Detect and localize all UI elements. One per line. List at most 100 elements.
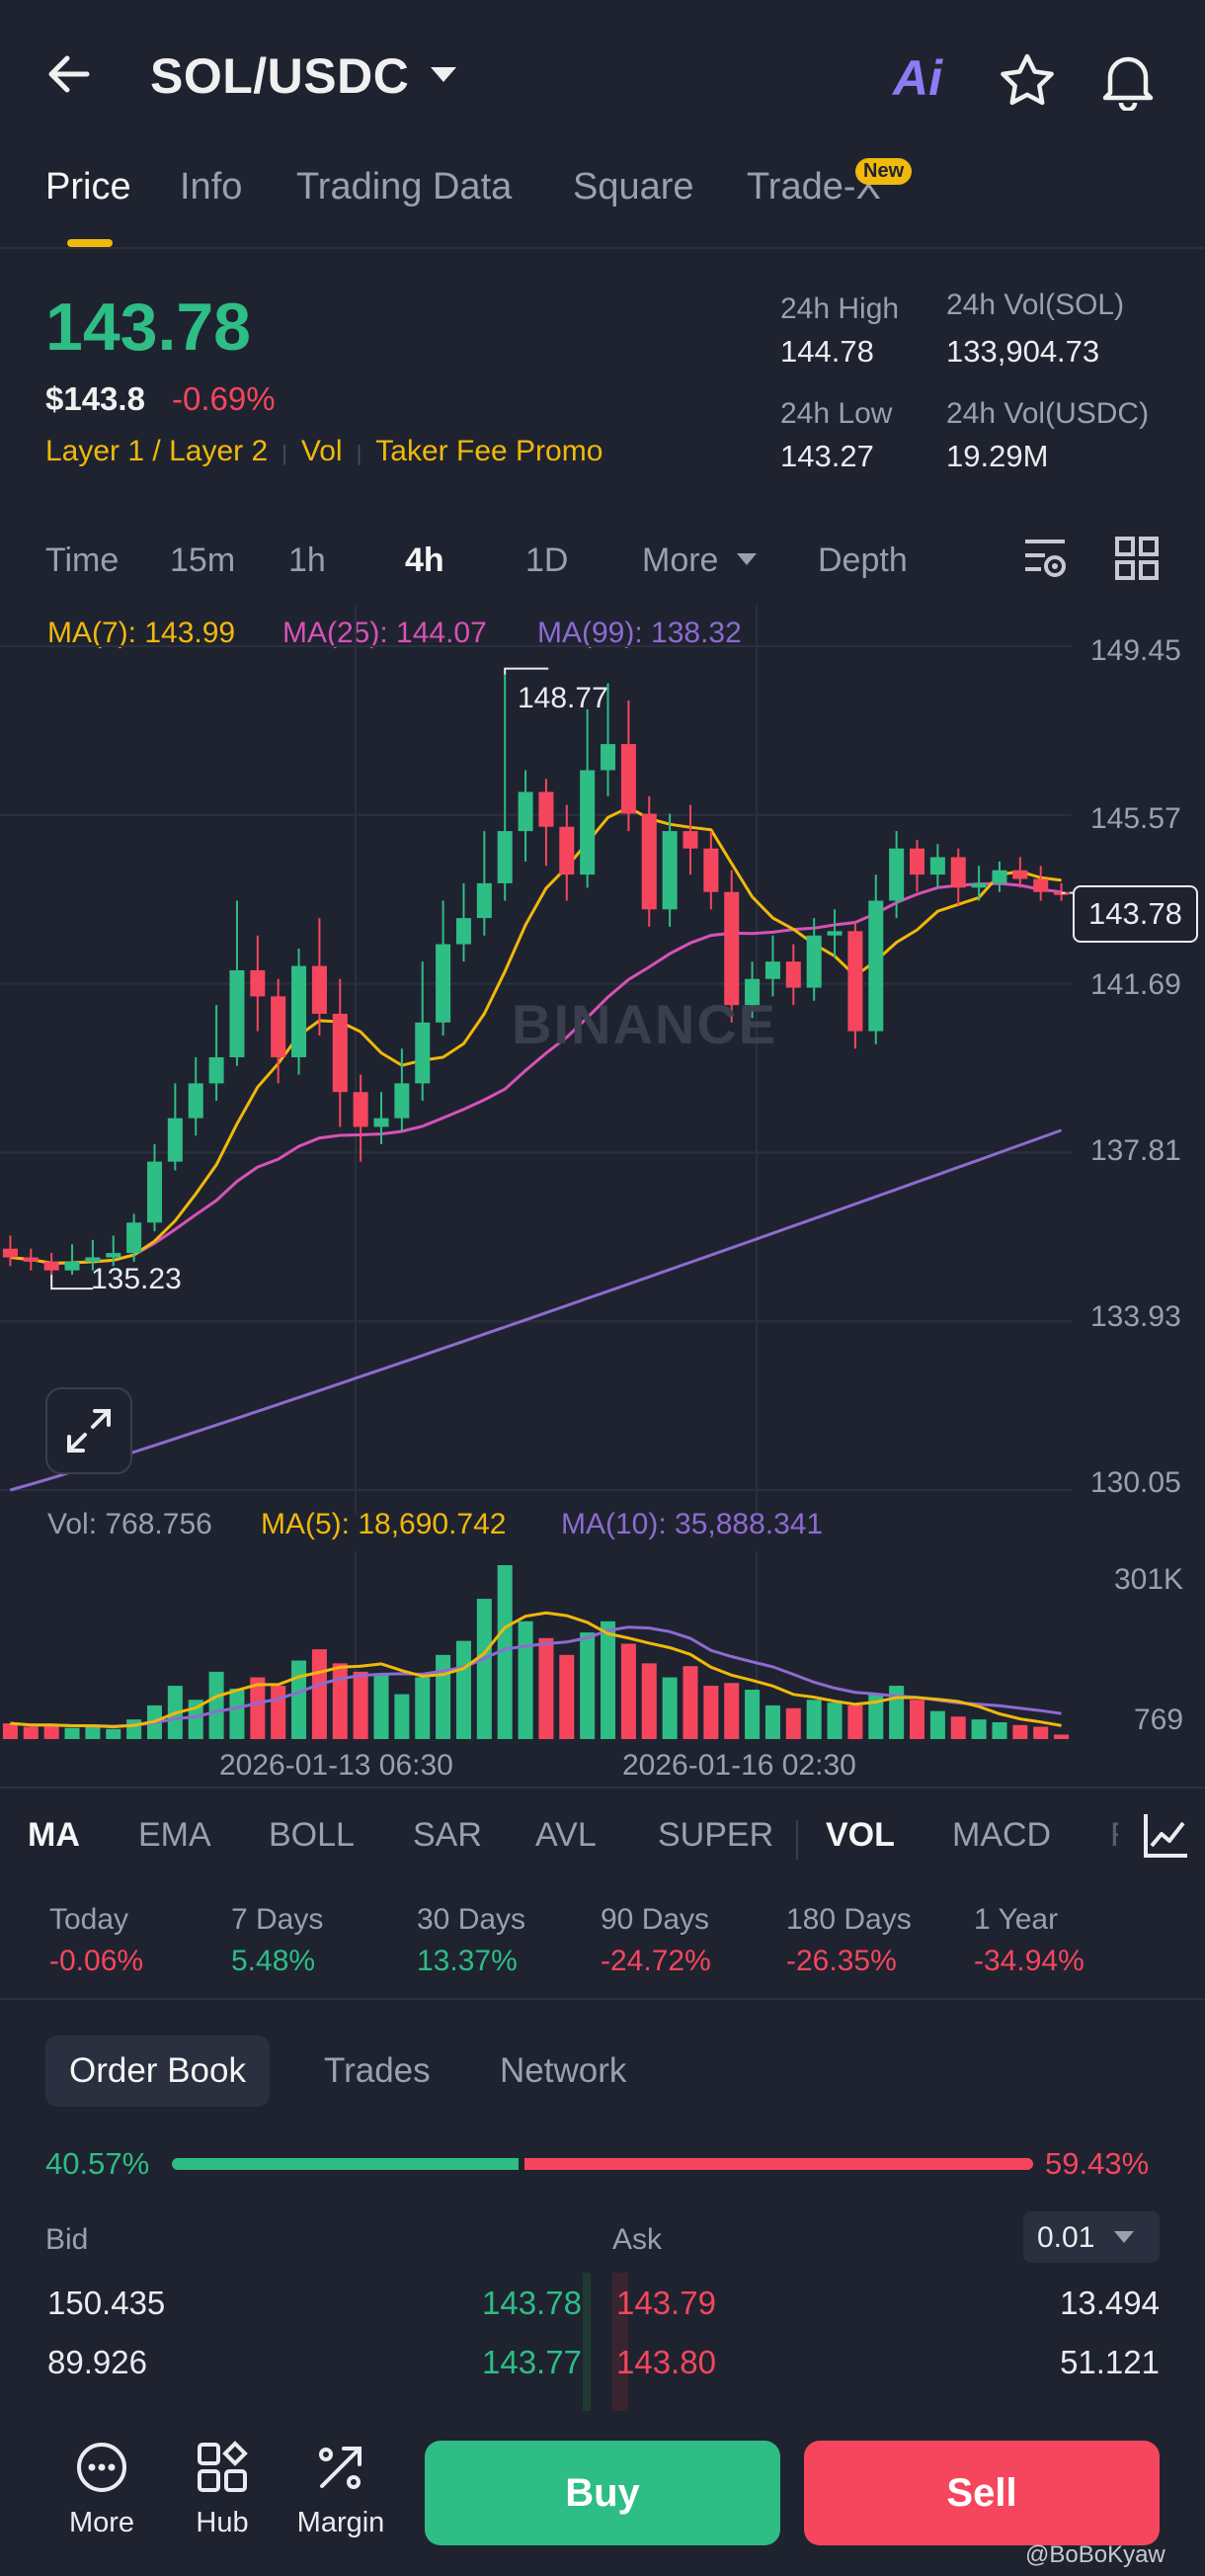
ask-qty: 13.494	[1060, 2285, 1160, 2321]
ma25-line	[10, 881, 1062, 1265]
candlestick-chart[interactable]	[0, 605, 1205, 1514]
bell-icon[interactable]	[1098, 49, 1158, 116]
divider	[0, 1998, 1205, 2000]
ask-depth-bar	[612, 2273, 628, 2411]
tf-more[interactable]: More	[642, 541, 719, 579]
volume-bar	[847, 1704, 863, 1739]
time-axis-label: 2026-01-13 06:30	[219, 1749, 453, 1782]
perf-label: 7 Days	[231, 1903, 324, 1936]
tab-info[interactable]: Info	[180, 166, 243, 208]
volume-bar	[992, 1721, 1007, 1739]
volume-bar	[311, 1649, 327, 1739]
tab-order-book[interactable]: Order Book	[45, 2036, 270, 2107]
precision-select[interactable]: 0.01	[1023, 2211, 1160, 2263]
indicator-sar[interactable]: SAR	[413, 1816, 482, 1854]
fullscreen-button[interactable]	[45, 1387, 132, 1474]
volume-bar	[703, 1686, 719, 1739]
volume-bar	[580, 1632, 596, 1739]
indicator-settings-button[interactable]	[1118, 1806, 1205, 1868]
indicator-vol[interactable]: VOL	[826, 1816, 895, 1854]
volume-bar	[889, 1686, 905, 1739]
volume-bar	[85, 1725, 101, 1739]
ai-assistant-icon[interactable]: Ai	[893, 50, 942, 106]
candle	[620, 744, 636, 814]
volume-bar	[764, 1704, 780, 1739]
nav-margin[interactable]: Margin	[286, 2441, 395, 2539]
volume-bar	[43, 1724, 59, 1739]
chevron-down-icon[interactable]	[431, 67, 456, 82]
nav-hub[interactable]: Hub	[168, 2441, 277, 2539]
indicator-ma[interactable]: MA	[28, 1816, 80, 1854]
ma7-line	[10, 805, 1062, 1265]
high-marker: 148.77	[518, 682, 608, 714]
indicator-super[interactable]: SUPER	[658, 1816, 774, 1854]
precision-value: 0.01	[1037, 2221, 1095, 2254]
volume-bar	[455, 1640, 471, 1739]
tf-time[interactable]: Time	[45, 541, 120, 579]
low-pointer	[50, 1275, 94, 1290]
tf-depth[interactable]: Depth	[818, 541, 908, 579]
bid-ask-ratio-bar	[172, 2158, 1033, 2170]
hub-icon	[198, 2441, 248, 2492]
bid-price[interactable]: 143.77	[482, 2344, 582, 2380]
tf-1d[interactable]: 1D	[525, 541, 569, 579]
candle	[1012, 870, 1028, 879]
volume-bar	[291, 1660, 307, 1739]
new-badge: New	[855, 158, 913, 185]
candle	[23, 1257, 39, 1262]
tf-4h[interactable]: 4h	[405, 541, 444, 579]
tag-layer[interactable]: Layer 1 / Layer 2	[45, 435, 269, 467]
indicator-macd[interactable]: MACD	[952, 1816, 1052, 1854]
perf-value: -34.94%	[974, 1945, 1084, 1977]
ask-price[interactable]: 143.80	[616, 2344, 716, 2380]
volume-bar	[785, 1707, 801, 1739]
price-axis-label: 149.45	[1090, 634, 1181, 667]
low-value: 143.27	[780, 439, 874, 473]
candle	[291, 965, 307, 1057]
price-axis-label: 141.69	[1090, 968, 1181, 1001]
candle	[497, 831, 513, 883]
tab-network[interactable]: Network	[500, 2051, 627, 2090]
volume-bar	[641, 1663, 657, 1739]
candle	[992, 870, 1007, 883]
indicator-boll[interactable]: BOLL	[269, 1816, 355, 1854]
volume-bar	[662, 1677, 678, 1739]
vol-ma5-legend: MA(5): 18,690.742	[261, 1508, 507, 1540]
candle	[518, 791, 533, 832]
tab-square[interactable]: Square	[573, 166, 694, 208]
nav-margin-label: Margin	[296, 2507, 385, 2538]
perf-label: 180 Days	[786, 1903, 912, 1936]
tab-price[interactable]: Price	[45, 166, 131, 208]
grid-layout-icon[interactable]	[1114, 536, 1160, 586]
candle	[703, 848, 719, 892]
chart-settings-icon[interactable]	[1021, 536, 1069, 588]
indicator-ema[interactable]: EMA	[138, 1816, 211, 1854]
nav-more[interactable]: More	[47, 2441, 156, 2539]
perf-value: -0.06%	[49, 1945, 144, 1977]
sell-button[interactable]: Sell	[804, 2441, 1160, 2545]
volume-bar	[724, 1683, 740, 1739]
pair-title[interactable]: SOL/USDC	[150, 48, 410, 104]
candle	[950, 857, 966, 888]
buy-button[interactable]: Buy	[425, 2441, 780, 2545]
star-icon[interactable]	[998, 51, 1057, 116]
candle	[229, 969, 245, 1057]
perf-label: 1 Year	[974, 1903, 1059, 1936]
bid-price[interactable]: 143.78	[482, 2285, 582, 2321]
tag-fee-promo[interactable]: Taker Fee Promo	[375, 435, 603, 467]
more-caret-icon[interactable]	[737, 553, 757, 565]
indicator-avl[interactable]: AVL	[535, 1816, 597, 1854]
volume-bar	[64, 1727, 80, 1739]
tf-1h[interactable]: 1h	[288, 541, 326, 579]
price-axis-label: 130.05	[1090, 1466, 1181, 1499]
ask-price[interactable]: 143.79	[616, 2285, 716, 2321]
volume-bar	[106, 1728, 121, 1739]
tf-15m[interactable]: 15m	[170, 541, 236, 579]
back-arrow-icon[interactable]	[43, 49, 103, 109]
tab-trading-data[interactable]: Trading Data	[296, 166, 513, 208]
time-axis-label: 2026-01-16 02:30	[622, 1749, 856, 1782]
header: SOL/USDC Ai	[0, 0, 1205, 158]
tag-vol[interactable]: Vol	[300, 435, 343, 467]
tab-trades[interactable]: Trades	[324, 2051, 431, 2090]
volume-bar	[950, 1716, 966, 1739]
